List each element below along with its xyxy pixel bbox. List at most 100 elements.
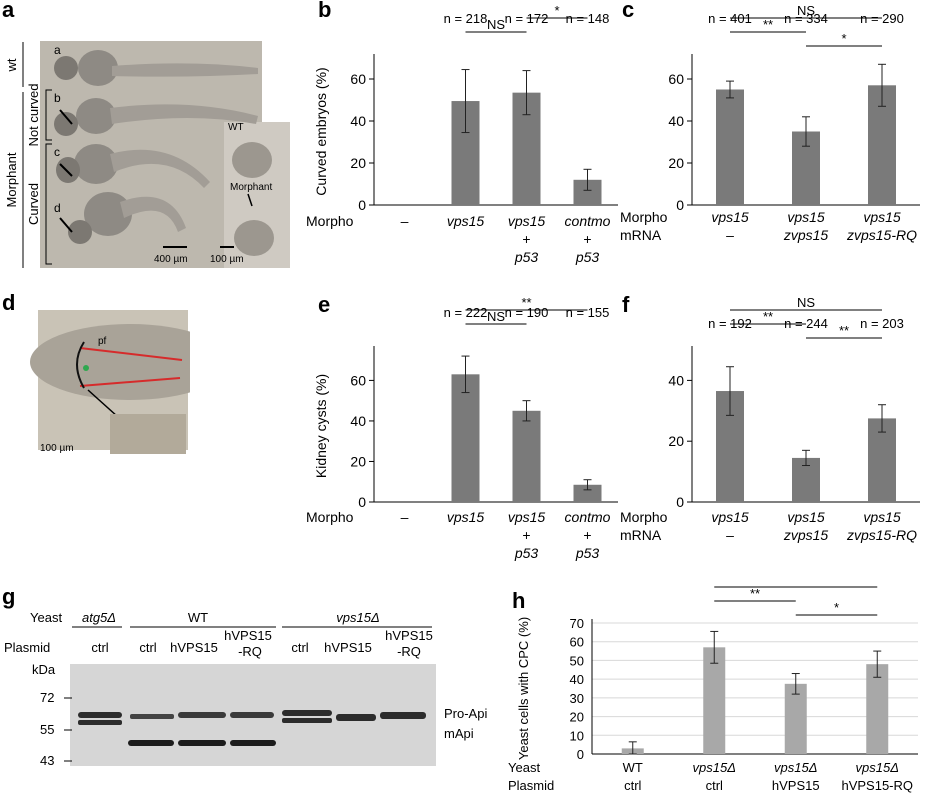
category-label: – (726, 527, 734, 543)
significance-label: ** (839, 323, 849, 338)
mapi-bands (128, 740, 276, 746)
row-label: Morpho (306, 213, 354, 229)
panel-label-d: d (2, 290, 16, 315)
lane-label-7a: hVPS15 (385, 628, 433, 643)
y-tick-label: 60 (350, 71, 366, 87)
panel-label-g: g (2, 584, 16, 609)
not-curved-bracket (45, 89, 52, 141)
n-label: n = 203 (860, 316, 904, 331)
category-label: ctrl (706, 778, 723, 793)
group-wt: WT (188, 610, 208, 625)
category-label: vps15 (447, 213, 485, 229)
y-tick-label: 20 (570, 710, 584, 725)
category-label: – (401, 509, 409, 525)
y-tick-label: 40 (570, 672, 584, 687)
lane-label-7b: -RQ (397, 644, 421, 659)
row-label: mRNA (620, 527, 662, 543)
panel-label-b: b (318, 0, 332, 22)
zoom-inset (110, 414, 186, 454)
bar (716, 89, 744, 205)
lane-label-2: ctrl (139, 640, 156, 655)
marker-ticks (64, 697, 72, 762)
significance-label: * (841, 31, 846, 46)
lane-label-4b: -RQ (238, 644, 262, 659)
category-label: zvps15 (783, 227, 829, 243)
row-label: Plasmid (508, 778, 554, 793)
category-label: vps15 (787, 209, 825, 225)
bar (784, 683, 807, 754)
y-tick-label: 40 (350, 413, 366, 429)
lane-label-3: hVPS15 (170, 640, 218, 655)
scale-100-label: 100 µm (210, 254, 244, 265)
not-curved-label: Not curved (26, 84, 41, 147)
inset-arrow (247, 193, 253, 207)
bar (573, 484, 602, 502)
y-axis-label: Kidney cysts (%) (313, 374, 329, 478)
y-axis-label: Yeast cells with CPC (%) (516, 617, 531, 760)
pf-label: pf (98, 336, 107, 347)
y-tick-label: 60 (350, 372, 366, 388)
cyst-marker (83, 365, 89, 371)
row-label: mRNA (620, 227, 662, 243)
scale-label-d: 100 µm (40, 443, 74, 454)
western-blot-panel: Yeast Plasmid kDa atg5Δ WT vps15Δ ctrl c… (4, 610, 487, 768)
group-atg5: atg5Δ (82, 610, 116, 625)
significance-label: NS (487, 309, 505, 324)
embryo-d (68, 192, 186, 244)
plasmid-row-label: Plasmid (4, 640, 50, 655)
y-tick-label: 0 (676, 494, 684, 510)
significance-label: * (834, 600, 839, 615)
y-tick-label: 0 (577, 747, 584, 762)
inset-morphant-label: Morphant (230, 182, 272, 193)
significance-label: NS (787, 586, 805, 587)
significance-label: * (554, 3, 559, 18)
row-label: Morpho (620, 509, 668, 525)
category-label: vps15 (508, 213, 546, 229)
chart-e: 0 20 40 60 Kidney cysts (%) n = 222 n = 190 n =… (306, 295, 618, 561)
significance-label: NS (797, 295, 815, 310)
significance-label: NS (797, 3, 815, 18)
category-label: WT (623, 760, 643, 775)
wt-label: wt (4, 58, 19, 72)
n-label: n = 218 (444, 11, 488, 26)
lane-label-1: ctrl (91, 640, 108, 655)
category-label: vps15 (711, 509, 749, 525)
bar (866, 664, 889, 754)
lane-label-4a: hVPS15 (224, 628, 272, 643)
scale-400-label: 400 µm (154, 254, 188, 265)
zebrafish-embryo-image: wt Morphant Not curved Curved a b c d 40… (4, 41, 290, 268)
category-label: + (522, 527, 530, 543)
embryo-a (54, 50, 258, 86)
marker-72: 72 (40, 690, 54, 705)
yeast-row-label: Yeast (30, 610, 62, 625)
n-label: n = 222 (444, 305, 488, 320)
panel-label-e: e (318, 292, 331, 317)
y-tick-label: 10 (570, 728, 584, 743)
category-label: zvps15-RQ (846, 527, 917, 543)
band-label-pro-api: Pro-Api (444, 706, 487, 721)
panel-label-h: h (512, 588, 526, 613)
band-label-mapi: mApi (444, 726, 474, 741)
category-label: zvps15 (783, 527, 829, 543)
category-label: + (583, 527, 591, 543)
category-label: contmo (565, 213, 611, 229)
sub-label-c: c (54, 145, 60, 159)
category-label: ctrl (624, 778, 641, 793)
row-label: Yeast (508, 760, 540, 775)
pro-api-bands (78, 710, 426, 725)
n-label: n = 155 (566, 305, 610, 320)
group-vps15: vps15Δ (336, 610, 379, 625)
y-tick-label: 70 (570, 616, 584, 631)
category-label: vps15 (508, 509, 546, 525)
panel-label-c: c (622, 0, 635, 22)
category-label: p53 (514, 249, 539, 265)
y-tick-label: 40 (668, 372, 684, 388)
y-tick-label: 20 (350, 155, 366, 171)
category-label: vps15 (863, 509, 901, 525)
y-axis-label: Curved embryos (%) (313, 67, 329, 195)
category-label: vps15Δ (856, 760, 899, 775)
category-label: vps15Δ (774, 760, 817, 775)
y-tick-label: 20 (668, 433, 684, 449)
